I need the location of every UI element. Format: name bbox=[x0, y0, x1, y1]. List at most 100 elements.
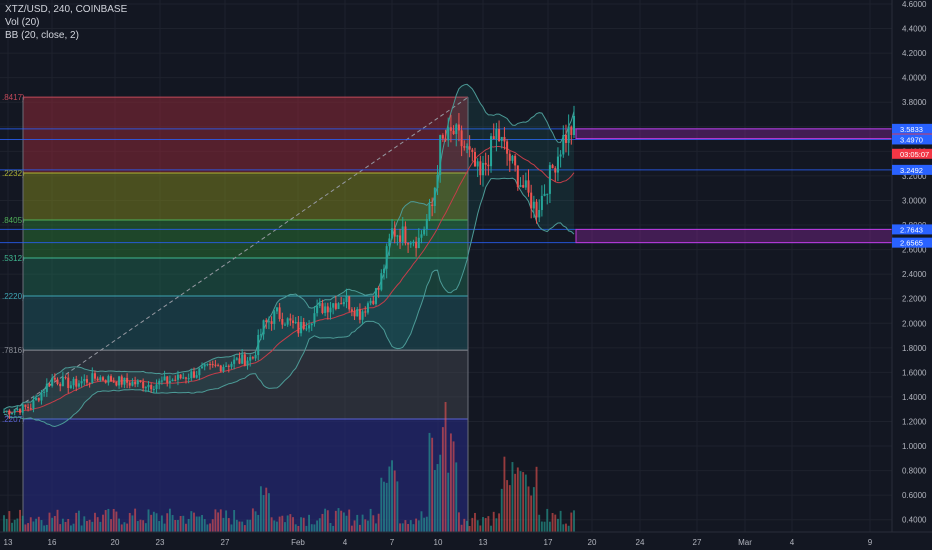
fib-zone bbox=[23, 220, 468, 259]
price-label-text: 3.2492 bbox=[900, 166, 923, 175]
candle-body bbox=[530, 192, 533, 209]
volume-bar bbox=[433, 470, 436, 532]
volume-bar bbox=[425, 516, 428, 532]
candle-body bbox=[562, 135, 565, 155]
candle-body bbox=[447, 127, 450, 141]
volume-bar bbox=[37, 516, 40, 532]
volume-bar bbox=[350, 525, 353, 532]
volume-bar bbox=[193, 512, 195, 532]
x-tick-label: 24 bbox=[636, 538, 645, 547]
candle-body bbox=[99, 377, 102, 381]
volume-bar bbox=[5, 518, 8, 532]
candle-body bbox=[291, 320, 295, 324]
candle-body bbox=[83, 379, 86, 382]
volume-bar bbox=[337, 508, 340, 532]
volume-bar bbox=[107, 508, 110, 532]
volume-bar bbox=[51, 517, 54, 532]
volume-bar bbox=[88, 519, 91, 532]
candle-body bbox=[369, 300, 372, 304]
volume-bar bbox=[61, 518, 64, 532]
volume-bar bbox=[377, 513, 380, 532]
volume-bar bbox=[233, 510, 236, 532]
volume-bar bbox=[380, 477, 383, 532]
candle-body bbox=[391, 228, 394, 239]
legend-bollinger[interactable]: BB (20, close, 2) bbox=[5, 30, 79, 41]
x-tick-label: 17 bbox=[544, 538, 553, 547]
x-tick-label: 20 bbox=[588, 538, 597, 547]
volume-bar bbox=[40, 520, 43, 532]
candle-body bbox=[417, 237, 420, 249]
y-tick-label: 2.0000 bbox=[902, 319, 927, 328]
volume-bar bbox=[230, 524, 233, 532]
y-tick-label: 0.6000 bbox=[902, 491, 927, 500]
volume-bar bbox=[439, 454, 442, 532]
candle-body bbox=[308, 325, 311, 329]
fib-level-label: .8417) bbox=[2, 93, 25, 102]
candle-body bbox=[492, 136, 495, 140]
candle-body bbox=[112, 381, 115, 383]
candle-body bbox=[302, 321, 305, 330]
volume-bar bbox=[511, 462, 514, 532]
volume-bar bbox=[222, 517, 225, 532]
volume-bar bbox=[286, 515, 289, 532]
price-label-box bbox=[892, 164, 932, 175]
fib-level-label: .7816) bbox=[2, 346, 25, 355]
candle-body bbox=[243, 354, 246, 366]
volume-bar bbox=[463, 518, 466, 532]
volume-bar bbox=[259, 486, 262, 532]
volume-bar bbox=[112, 508, 115, 532]
volume-bar bbox=[393, 470, 396, 532]
volume-bar bbox=[171, 515, 174, 532]
volume-bar bbox=[144, 523, 147, 532]
y-tick-label: 1.8000 bbox=[902, 344, 927, 353]
volume-bar bbox=[388, 466, 391, 532]
candle-body bbox=[337, 303, 340, 309]
volume-bar bbox=[487, 516, 490, 532]
candle-body bbox=[506, 141, 509, 154]
candle-body bbox=[519, 185, 522, 187]
y-tick-label: 3.2000 bbox=[902, 172, 927, 181]
candle-body bbox=[388, 238, 391, 247]
volume-bar bbox=[128, 512, 131, 532]
volume-bar bbox=[326, 510, 329, 532]
volume-bar bbox=[77, 510, 80, 532]
volume-bar bbox=[543, 521, 546, 532]
candle-body bbox=[503, 136, 506, 142]
candle-body bbox=[91, 373, 94, 384]
volume-bar bbox=[99, 521, 102, 532]
candle-body bbox=[166, 376, 169, 383]
candle-body bbox=[80, 381, 83, 384]
candle-body bbox=[452, 130, 455, 135]
volume-bar bbox=[508, 485, 511, 532]
candle-body bbox=[139, 380, 142, 382]
volume-bar bbox=[305, 525, 308, 532]
fib-level-label: .2207) bbox=[2, 415, 25, 424]
legend-volume[interactable]: Vol (20) bbox=[5, 17, 40, 28]
volume-bar bbox=[500, 488, 503, 532]
candle-body bbox=[340, 303, 343, 305]
y-tick-label: 4.0000 bbox=[902, 74, 927, 83]
volume-bar bbox=[86, 520, 88, 532]
candle-body bbox=[77, 383, 80, 387]
legend-symbol[interactable]: XTZ/USD, 240, COINBASE bbox=[5, 4, 128, 15]
volume-bar bbox=[174, 519, 177, 532]
bollinger-band-fill bbox=[4, 84, 574, 427]
candle-body bbox=[476, 161, 479, 167]
volume-bar bbox=[225, 510, 228, 532]
fib-zone bbox=[23, 97, 468, 174]
volume-bar bbox=[292, 517, 294, 532]
volume-bar bbox=[321, 513, 324, 532]
candle-body bbox=[484, 162, 487, 165]
candle-body bbox=[48, 383, 51, 386]
volume-bar bbox=[267, 493, 270, 532]
candle-body bbox=[249, 357, 252, 361]
candle-body bbox=[179, 374, 182, 379]
volume-bar bbox=[474, 512, 476, 532]
candle-body bbox=[187, 378, 190, 380]
volume-bar bbox=[96, 517, 99, 532]
volume-bar bbox=[567, 525, 570, 532]
candle-body bbox=[155, 384, 158, 390]
volume-bar bbox=[278, 516, 281, 532]
volume-bar bbox=[358, 524, 361, 532]
